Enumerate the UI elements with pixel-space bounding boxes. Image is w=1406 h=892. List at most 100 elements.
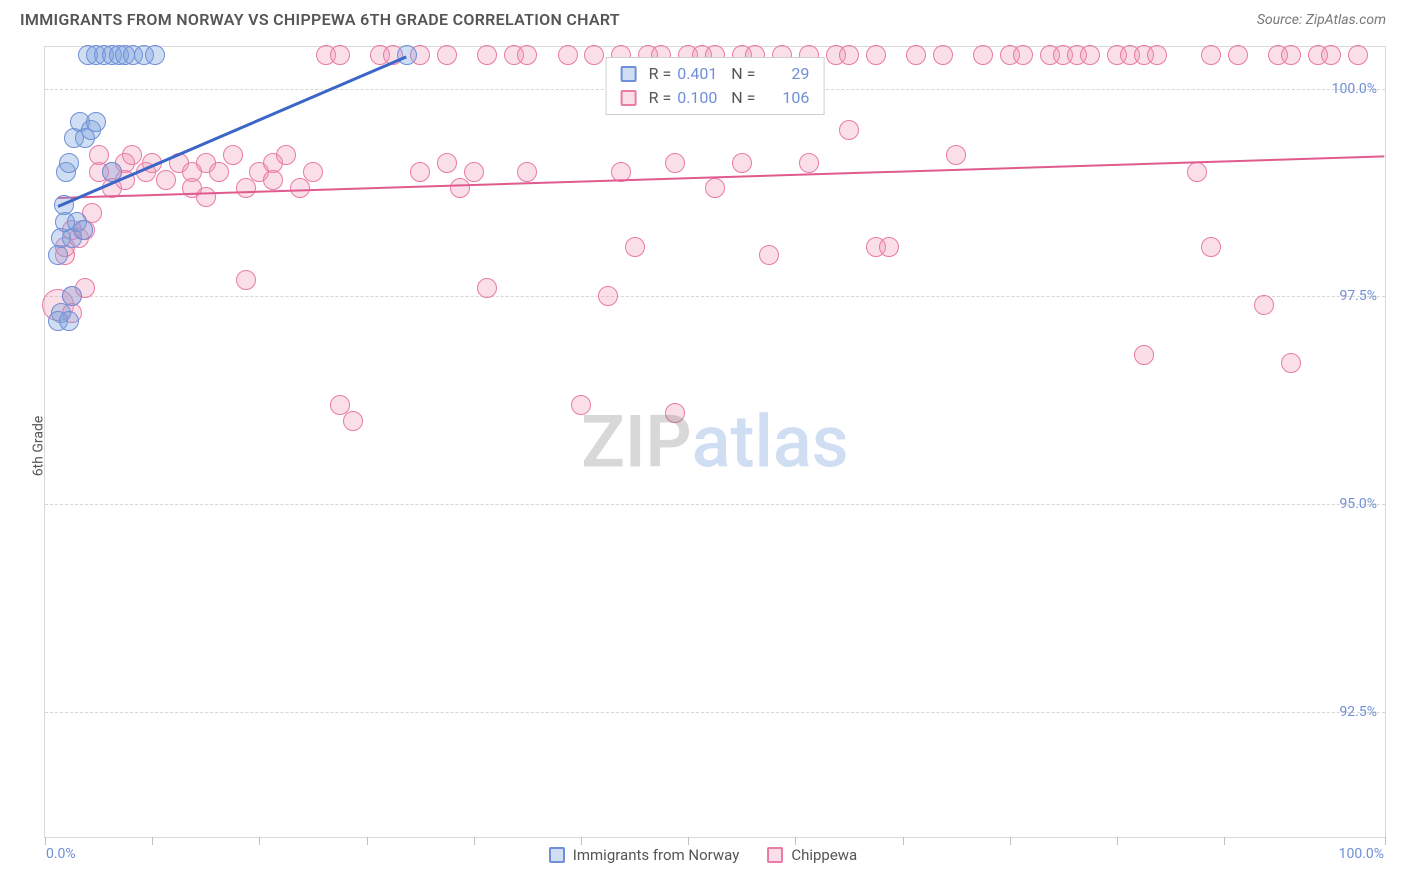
stats-r-label: R = <box>649 86 672 110</box>
data-point-chippewa <box>973 45 993 65</box>
data-point-chippewa <box>571 395 591 415</box>
swatch-norway-icon <box>621 66 637 82</box>
data-point-chippewa <box>839 45 859 65</box>
data-point-chippewa <box>1281 353 1301 373</box>
data-point-chippewa <box>866 45 886 65</box>
data-point-norway <box>86 112 106 132</box>
data-point-chippewa <box>236 270 256 290</box>
source-label: Source: ZipAtlas.com <box>1257 12 1386 28</box>
data-point-chippewa <box>1187 162 1207 182</box>
chart-title: IMMIGRANTS FROM NORWAY VS CHIPPEWA 6TH G… <box>20 10 620 29</box>
data-point-norway <box>397 45 417 65</box>
x-tick <box>1117 837 1118 845</box>
data-point-chippewa <box>303 162 323 182</box>
x-tick <box>1385 837 1386 845</box>
gridline <box>45 712 1385 713</box>
data-point-chippewa <box>464 162 484 182</box>
data-point-chippewa <box>933 45 953 65</box>
data-point-chippewa <box>665 153 685 173</box>
stats-row-norway: R = 0.401 N = 29 <box>621 62 810 86</box>
gridline <box>45 504 1385 505</box>
data-point-chippewa <box>705 178 725 198</box>
data-point-chippewa <box>1201 45 1221 65</box>
header: IMMIGRANTS FROM NORWAY VS CHIPPEWA 6TH G… <box>0 0 1406 35</box>
swatch-chippewa-icon <box>621 90 637 106</box>
stats-n-label: N = <box>731 62 755 86</box>
x-tick <box>45 837 46 845</box>
data-point-chippewa <box>558 45 578 65</box>
data-point-chippewa <box>759 245 779 265</box>
x-tick <box>367 837 368 845</box>
data-point-chippewa <box>209 162 229 182</box>
data-point-chippewa <box>437 153 457 173</box>
y-tick-label: 92.5% <box>1339 704 1377 720</box>
data-point-chippewa <box>156 170 176 190</box>
data-point-chippewa <box>450 178 470 198</box>
data-point-chippewa <box>236 178 256 198</box>
data-point-chippewa <box>879 237 899 257</box>
data-point-chippewa <box>625 237 645 257</box>
gridline <box>45 296 1385 297</box>
stats-r-value: 0.401 <box>677 62 725 86</box>
stats-r-value: 0.100 <box>677 86 725 110</box>
data-point-norway <box>145 45 165 65</box>
data-point-chippewa <box>584 45 604 65</box>
data-point-chippewa <box>330 45 350 65</box>
data-point-chippewa <box>410 162 430 182</box>
swatch-norway-icon <box>549 847 565 863</box>
legend-item-chippewa: Chippewa <box>767 846 857 864</box>
stats-r-label: R = <box>649 62 672 86</box>
legend-label: Immigrants from Norway <box>573 846 740 864</box>
data-point-chippewa <box>906 45 926 65</box>
legend-item-norway: Immigrants from Norway <box>549 846 740 864</box>
data-point-chippewa <box>1201 237 1221 257</box>
stats-box: R = 0.401 N = 29 R = 0.100 N = 106 <box>606 57 825 115</box>
x-tick <box>1224 837 1225 845</box>
data-point-chippewa <box>1321 45 1341 65</box>
data-point-chippewa <box>477 45 497 65</box>
data-point-chippewa <box>276 145 296 165</box>
data-point-chippewa <box>343 411 363 431</box>
stats-n-value: 29 <box>761 62 809 86</box>
data-point-chippewa <box>946 145 966 165</box>
x-tick <box>152 837 153 845</box>
data-point-chippewa <box>196 187 216 207</box>
data-point-norway <box>59 153 79 173</box>
data-point-chippewa <box>598 286 618 306</box>
x-tick <box>688 837 689 845</box>
data-point-chippewa <box>665 403 685 423</box>
x-tick <box>581 837 582 845</box>
data-point-chippewa <box>122 145 142 165</box>
chart-area: 100.0%97.5%95.0%92.5% ZIPatlas R = 0.401… <box>44 46 1386 838</box>
data-point-chippewa <box>477 278 497 298</box>
data-point-chippewa <box>1281 45 1301 65</box>
data-point-chippewa <box>1134 345 1154 365</box>
plot-surface: 100.0%97.5%95.0%92.5% <box>45 47 1385 837</box>
data-point-chippewa <box>1348 45 1368 65</box>
x-tick <box>259 837 260 845</box>
data-point-chippewa <box>799 153 819 173</box>
x-tick <box>903 837 904 845</box>
stats-row-chippewa: R = 0.100 N = 106 <box>621 86 810 110</box>
data-point-chippewa <box>223 145 243 165</box>
data-point-chippewa <box>263 170 283 190</box>
data-point-chippewa <box>330 395 350 415</box>
y-tick-label: 100.0% <box>1332 81 1377 97</box>
y-tick-label: 95.0% <box>1339 496 1377 512</box>
legend-label: Chippewa <box>791 846 857 864</box>
x-tick <box>1010 837 1011 845</box>
data-point-chippewa <box>839 120 859 140</box>
x-tick <box>474 837 475 845</box>
stats-n-value: 106 <box>761 86 809 110</box>
trend-line-norway <box>58 55 408 207</box>
bottom-legend: Immigrants from Norway Chippewa <box>0 846 1406 864</box>
stats-n-label: N = <box>731 86 755 110</box>
data-point-chippewa <box>437 45 457 65</box>
data-point-norway <box>59 311 79 331</box>
data-point-chippewa <box>517 162 537 182</box>
x-tick <box>795 837 796 845</box>
data-point-chippewa <box>1254 295 1274 315</box>
data-point-chippewa <box>1013 45 1033 65</box>
data-point-chippewa <box>732 153 752 173</box>
data-point-chippewa <box>1147 45 1167 65</box>
